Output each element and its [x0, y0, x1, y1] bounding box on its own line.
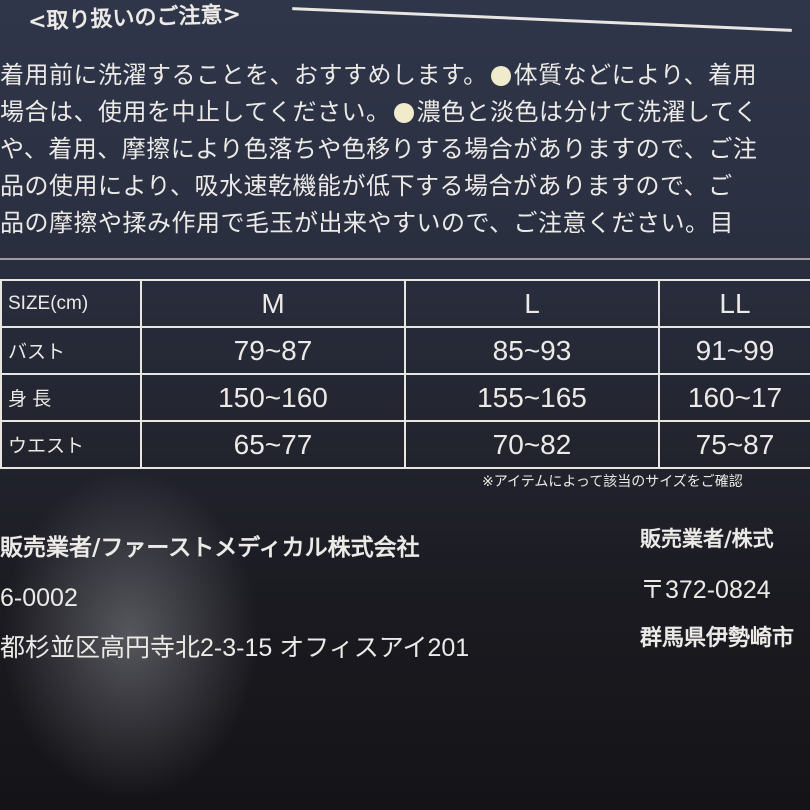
header-cell: M — [140, 279, 406, 328]
notice-line: 品の摩擦や揉み作用で毛玉が出来やすいので、ご注意ください。目 — [0, 209, 735, 237]
right-company-postal: 〒372-0824 — [640, 576, 771, 604]
table-cell: 75~87 — [658, 420, 810, 469]
care-heading: <取り扱いのご注意> — [27, 2, 242, 35]
size-note: ※アイテムによって該当のサイズをご確認 — [482, 474, 743, 490]
divider — [292, 7, 792, 32]
table-cell: 65~77 — [140, 420, 406, 469]
table-cell: 70~82 — [404, 420, 660, 469]
notice-line: 品の使用により、吸水速乾機能が低下する場合がありますので、ご — [0, 172, 733, 200]
header-cell: SIZE(cm) — [0, 279, 142, 328]
header-cell: LL — [658, 279, 810, 328]
right-company-name: 販売業者/株式 — [640, 527, 774, 551]
left-company-address: 都杉並区高円寺北2-3-15 オフィスアイ201 — [0, 634, 470, 662]
notice-line: 着用前に洗濯することを、おすすめします。 体質などにより、着用 — [0, 61, 758, 89]
table-cell: 79~87 — [140, 326, 406, 375]
left-company-name: 販売業者/ファーストメディカル株式会社 — [0, 535, 420, 561]
row-label: バスト — [0, 326, 142, 375]
row-label: 身 長 — [0, 373, 142, 422]
divider — [0, 258, 810, 260]
table-row: ウエスト 65~77 70~82 75~87 — [0, 420, 810, 469]
table-row: バスト 79~87 85~93 91~99 — [0, 326, 810, 375]
bullet-dot — [490, 66, 511, 86]
left-company-postal: 6-0002 — [0, 584, 78, 612]
row-label: ウエスト — [0, 420, 142, 469]
table-cell: 160~17 — [658, 373, 810, 422]
header-cell: L — [404, 279, 660, 328]
table-cell: 85~93 — [404, 326, 660, 375]
table-row: 身 長 150~160 155~165 160~17 — [0, 373, 810, 422]
table-cell: 155~165 — [404, 373, 660, 422]
right-company-address: 群馬県伊勢崎市 — [640, 625, 795, 650]
table-header-row: SIZE(cm) M L LL — [0, 279, 810, 328]
bullet-dot — [393, 103, 414, 123]
table-cell: 150~160 — [140, 373, 406, 422]
table-cell: 91~99 — [658, 326, 810, 375]
notice-line: 場合は、使用を中止してください。 濃色と淡色は分けて洗濯してく — [0, 98, 759, 126]
size-table: SIZE(cm) M L LL バスト 79~87 85~93 91~99 身 … — [0, 279, 810, 469]
notice-line: や、着用、摩擦により色落ちや色移りする場合がありますので、ご注 — [0, 135, 758, 163]
light-glare — [0, 470, 260, 800]
